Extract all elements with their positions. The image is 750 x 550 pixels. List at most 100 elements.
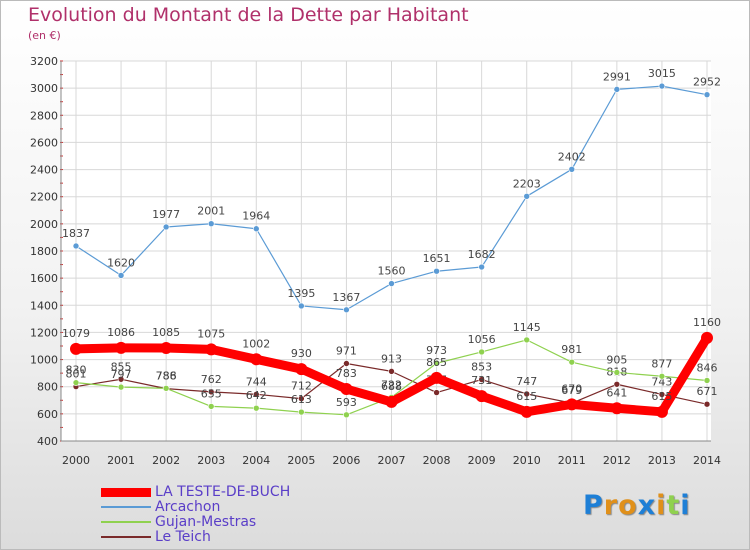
x-tick-label: 2001 [107,454,135,467]
y-tick-label: 2800 [30,109,58,122]
data-point-gujan-mestras [433,359,440,367]
data-point-gujan-mestras [478,348,485,356]
data-label-le-teich: 743 [651,375,672,388]
data-label-gujan-mestras: 981 [561,343,582,356]
data-label-le-teich: 913 [381,352,402,365]
legend: LA TESTE-DE-BUCH Arcachon Gujan-Mestras Le … [101,485,401,545]
data-label-la-teste-de-buch: 688 [381,380,402,393]
data-label-gujan-mestras: 722 [381,378,402,391]
data-point-arcachon [703,91,711,98]
legend-label: LA TESTE-DE-BUCH [155,484,291,500]
data-label-gujan-mestras: 593 [336,396,357,409]
data-point-arcachon [117,272,125,279]
data-point-la-teste-de-buch [295,363,308,376]
data-point-arcachon [613,86,621,93]
logo-letter: i [656,490,667,521]
data-point-gujan-mestras [117,383,125,391]
y-tick-label: 800 [37,381,58,394]
legend-label: Le Teich [155,529,211,545]
legend-swatch [101,506,151,508]
data-label-la-teste-de-buch: 1085 [152,326,180,339]
data-label-le-teich: 762 [201,373,222,386]
data-label-arcachon: 3015 [648,67,676,80]
data-point-la-teste-de-buch [205,343,218,356]
x-tick-label: 2003 [197,454,225,467]
data-point-gujan-mestras [613,369,621,376]
x-tick-label: 2005 [287,454,315,467]
brand-logo: Proxiti [583,490,691,521]
data-label-arcachon: 1682 [468,248,496,261]
y-tick-label: 3000 [30,82,58,95]
legend-label: Arcachon [155,499,221,515]
data-point-le-teich [252,391,260,398]
data-label-arcachon: 1977 [152,208,180,221]
legend-swatch [101,521,151,523]
data-label-le-teich: 712 [291,380,312,393]
data-label-gujan-mestras: 973 [426,344,447,357]
data-label-la-teste-de-buch: 783 [336,367,357,380]
data-label-la-teste-de-buch: 731 [471,374,492,387]
x-tick-label: 2008 [423,454,451,467]
data-label-arcachon: 1620 [107,256,135,269]
data-label-arcachon: 2203 [513,177,541,190]
x-tick-label: 2006 [332,454,360,467]
data-label-la-teste-de-buch: 615 [516,390,537,403]
y-tick-label: 3200 [30,55,58,68]
data-label-arcachon: 2001 [197,205,225,218]
data-point-la-teste-de-buch [250,353,263,366]
data-point-gujan-mestras [162,385,170,392]
data-label-la-teste-de-buch: 1160 [693,316,721,329]
data-label-la-teste-de-buch: 641 [606,386,627,399]
legend-item-gujan-mestras: Gujan-Mestras [101,515,401,530]
data-label-le-teich: 853 [471,361,492,374]
data-label-arcachon: 1560 [378,265,406,278]
data-label-arcachon: 2952 [693,76,721,89]
data-label-arcachon: 1367 [332,291,360,304]
data-label-le-teich: 801 [66,368,87,381]
data-label-arcachon: 2991 [603,70,631,83]
data-point-arcachon [433,267,440,275]
data-label-le-teich: 671 [697,385,718,398]
data-point-arcachon [343,306,350,314]
data-point-la-teste-de-buch [385,395,398,408]
data-label-gujan-mestras: 613 [291,393,312,406]
data-point-le-teich [117,375,125,383]
data-label-le-teich: 855 [111,360,132,373]
y-tick-label: 1600 [30,272,58,285]
data-point-arcachon [162,223,170,231]
logo-letter: P [583,490,604,521]
data-point-la-teste-de-buch [115,341,128,354]
logo-letter: r [603,490,619,521]
y-tick-label: 1800 [30,245,58,258]
data-point-arcachon [388,280,395,287]
data-point-gujan-mestras [207,403,215,410]
data-label-gujan-mestras: 655 [201,387,222,400]
y-tick-label: 1400 [30,299,58,312]
x-tick-label: 2000 [62,454,90,467]
data-label-arcachon: 1395 [287,287,315,300]
data-label-gujan-mestras: 846 [697,361,718,374]
data-point-la-teste-de-buch [160,342,173,355]
y-tick-label: 600 [37,408,58,421]
y-tick-label: 2000 [30,218,58,231]
data-point-le-teich [613,380,621,388]
legend-swatch [101,536,151,538]
x-tick-label: 2014 [693,454,721,467]
data-point-la-teste-de-buch [655,405,668,418]
data-point-arcachon [658,82,666,90]
data-point-le-teich [343,360,350,367]
data-label-gujan-mestras: 1056 [468,333,496,346]
data-label-la-teste-de-buch: 1086 [107,326,135,339]
data-label-le-teich: 747 [516,375,537,388]
logo-letter: t [666,490,681,521]
data-label-le-teich: 744 [246,375,267,388]
data-point-la-teste-de-buch [340,383,353,396]
x-tick-label: 2010 [513,454,541,467]
data-point-arcachon [298,302,305,310]
data-label-la-teste-de-buch: 1075 [197,327,225,340]
y-tick-label: 1000 [30,354,58,367]
x-tick-label: 2012 [603,454,631,467]
data-label-arcachon: 1837 [62,227,90,240]
